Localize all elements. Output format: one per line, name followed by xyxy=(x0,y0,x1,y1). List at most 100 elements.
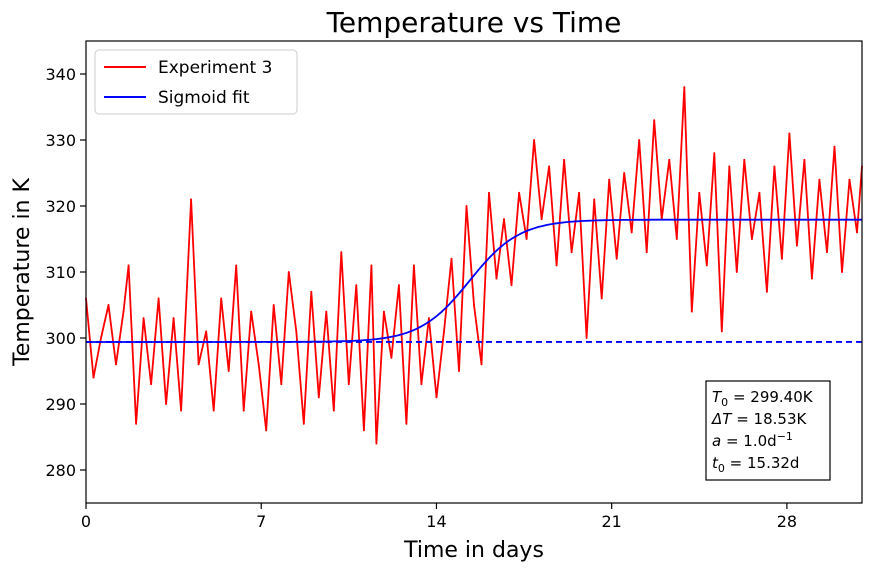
data-point-experiment-3 xyxy=(570,251,573,254)
data-point-experiment-3 xyxy=(220,297,223,300)
data-point-experiment-3 xyxy=(848,178,851,181)
annotation-line: T0 = 299.40K xyxy=(712,388,814,409)
data-point-experiment-3 xyxy=(317,396,320,399)
data-point-experiment-3 xyxy=(720,330,723,333)
y-tick-label: 290 xyxy=(45,395,76,414)
data-point-experiment-3 xyxy=(257,363,260,366)
data-point-experiment-3 xyxy=(205,330,208,333)
data-point-experiment-3 xyxy=(585,337,588,339)
data-point-experiment-3 xyxy=(180,409,183,412)
y-tick-label: 300 xyxy=(45,329,76,348)
data-point-experiment-3 xyxy=(165,403,168,405)
data-point-experiment-3 xyxy=(668,158,671,161)
data-point-experiment-3 xyxy=(766,290,768,293)
data-point-experiment-3 xyxy=(443,330,445,333)
data-point-experiment-3 xyxy=(190,198,193,201)
data-point-experiment-3 xyxy=(310,290,313,293)
legend: Experiment 3 Sigmoid fit xyxy=(94,49,298,115)
annotation-line: t0 = 15.32d xyxy=(712,454,799,475)
data-point-experiment-3 xyxy=(600,297,603,300)
data-point-experiment-3 xyxy=(250,310,253,313)
data-point-experiment-3 xyxy=(826,251,828,254)
data-point-experiment-3 xyxy=(383,310,385,313)
data-point-experiment-3 xyxy=(332,409,335,412)
series-layer xyxy=(85,86,863,445)
data-point-experiment-3 xyxy=(593,198,596,201)
data-point-experiment-3 xyxy=(683,86,686,89)
data-point-experiment-3 xyxy=(390,356,393,359)
data-point-experiment-3 xyxy=(450,257,453,260)
y-tick-label: 310 xyxy=(45,263,76,282)
chart-title: Temperature vs Time xyxy=(326,6,622,39)
data-point-experiment-3 xyxy=(510,284,513,287)
x-tick-label: 0 xyxy=(81,512,91,531)
data-point-experiment-3 xyxy=(488,191,490,194)
data-point-experiment-3 xyxy=(623,172,626,174)
annotation-frame xyxy=(705,380,831,481)
data-point-experiment-3 xyxy=(713,152,716,155)
x-tick-label: 28 xyxy=(777,512,797,531)
data-point-experiment-3 xyxy=(518,191,520,194)
data-point-experiment-3 xyxy=(122,310,125,313)
data-point-experiment-3 xyxy=(751,238,753,240)
data-point-experiment-3 xyxy=(212,409,215,412)
data-point-experiment-3 xyxy=(503,218,505,221)
data-point-experiment-3 xyxy=(107,304,110,306)
data-point-experiment-3 xyxy=(150,383,153,386)
data-point-experiment-3 xyxy=(265,429,268,432)
data-point-experiment-3 xyxy=(638,139,641,141)
data-point-experiment-3 xyxy=(428,317,430,320)
series-line-sigmoid-fit xyxy=(86,218,862,343)
legend-label-sigmoid-fit: Sigmoid fit xyxy=(158,88,250,108)
data-point-experiment-3 xyxy=(563,158,565,161)
data-point-experiment-3 xyxy=(705,264,708,267)
data-point-experiment-3 xyxy=(555,264,558,267)
data-point-experiment-3 xyxy=(325,310,328,313)
data-point-experiment-3 xyxy=(698,191,701,194)
y-axis: 280 290 300 310 320 330 340 xyxy=(45,65,86,480)
data-point-experiment-3 xyxy=(420,383,423,386)
data-point-experiment-3 xyxy=(355,284,358,287)
data-point-experiment-3 xyxy=(653,119,656,122)
data-point-experiment-3 xyxy=(758,191,761,194)
x-tick-label: 21 xyxy=(601,512,621,531)
data-point-experiment-3 xyxy=(525,238,528,240)
data-point-experiment-3 xyxy=(375,442,378,445)
data-point-experiment-3 xyxy=(548,165,550,168)
data-point-experiment-3 xyxy=(796,244,798,247)
data-point-experiment-3 xyxy=(227,370,230,372)
data-point-experiment-3 xyxy=(142,317,145,320)
data-point-experiment-3 xyxy=(608,178,611,181)
y-tick-label: 340 xyxy=(45,65,76,84)
data-point-experiment-3 xyxy=(363,429,365,432)
data-point-experiment-3 xyxy=(302,422,305,425)
data-point-experiment-3 xyxy=(675,238,678,240)
x-tick-label: 7 xyxy=(256,512,266,531)
data-point-experiment-3 xyxy=(773,165,776,168)
data-point-experiment-3 xyxy=(781,257,783,260)
data-point-experiment-3 xyxy=(458,370,460,372)
x-tick-label: 14 xyxy=(426,512,446,531)
data-point-experiment-3 xyxy=(370,264,373,267)
data-point-experiment-3 xyxy=(347,383,350,386)
y-axis-label: Temperature in K xyxy=(10,178,35,367)
data-point-experiment-3 xyxy=(465,205,468,207)
legend-label-experiment-3: Experiment 3 xyxy=(158,58,272,78)
data-point-experiment-3 xyxy=(533,139,535,141)
y-tick-label: 280 xyxy=(45,461,76,480)
data-point-experiment-3 xyxy=(735,271,738,273)
data-point-experiment-3 xyxy=(615,257,618,260)
data-point-experiment-3 xyxy=(728,165,731,168)
data-point-experiment-3 xyxy=(803,158,806,161)
data-point-experiment-3 xyxy=(398,284,400,287)
data-point-experiment-3 xyxy=(811,277,813,280)
data-point-experiment-3 xyxy=(100,337,102,339)
x-axis-label: Time in days xyxy=(403,538,544,563)
data-point-experiment-3 xyxy=(495,277,498,280)
data-point-experiment-3 xyxy=(172,317,175,320)
y-tick-label: 330 xyxy=(45,131,76,150)
data-point-experiment-3 xyxy=(92,376,95,379)
x-axis: 0 7 14 21 28 xyxy=(81,503,797,531)
